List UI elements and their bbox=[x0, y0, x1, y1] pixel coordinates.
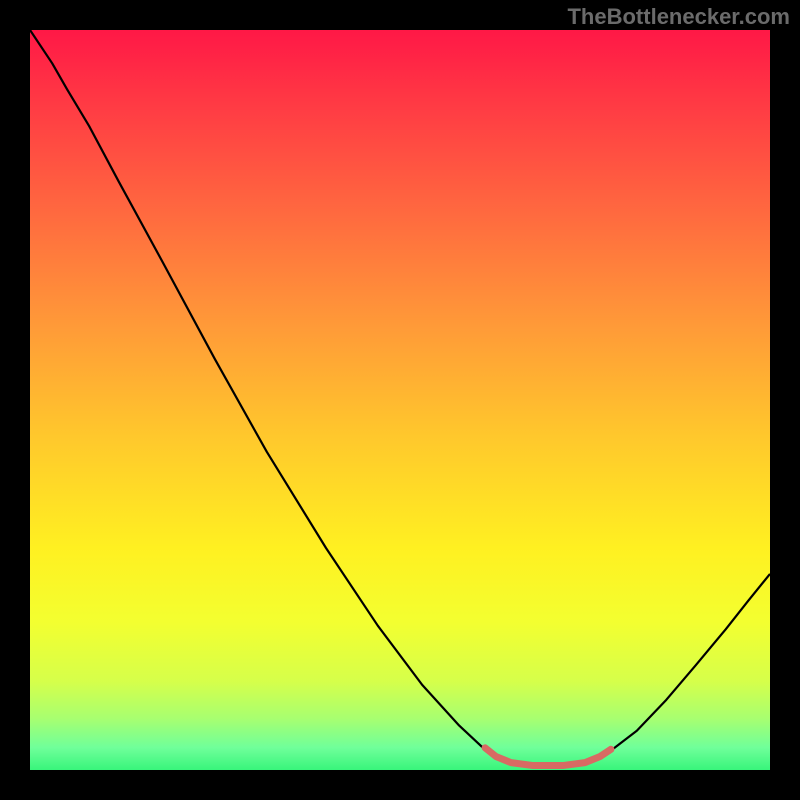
chart-svg-container bbox=[0, 0, 800, 800]
watermark-label: TheBottlenecker.com bbox=[567, 4, 790, 30]
chart-frame: TheBottlenecker.com bbox=[0, 0, 800, 800]
bottleneck-curve-chart bbox=[0, 0, 800, 800]
plot-background bbox=[30, 30, 770, 770]
